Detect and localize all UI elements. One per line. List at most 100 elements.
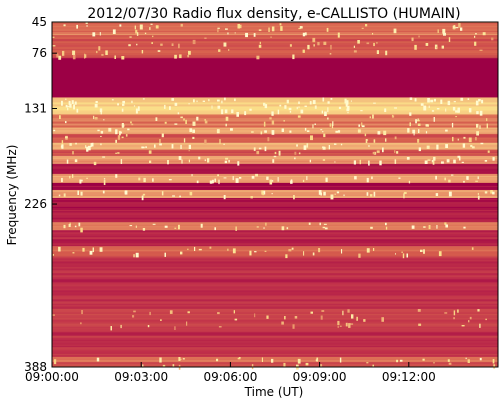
flux-speck [319, 364, 323, 368]
flux-speck [447, 359, 450, 362]
flux-speck [100, 109, 102, 115]
flux-speck [154, 144, 156, 148]
spectrum-row [52, 306, 498, 309]
flux-speck [192, 129, 195, 133]
spectrum-row [52, 179, 498, 183]
flux-speck [53, 359, 57, 365]
spectrum-row [52, 175, 498, 178]
flux-speck [425, 131, 428, 134]
flux-speck [448, 362, 452, 365]
spectrum-row [52, 344, 498, 347]
spectrum-row [52, 265, 498, 268]
spectrum-row [52, 199, 498, 201]
spectrum-row [52, 74, 498, 77]
spectrum-row [52, 283, 498, 285]
flux-speck [334, 161, 336, 163]
flux-speck [334, 143, 337, 145]
flux-speck [417, 309, 421, 312]
y-axis-label: Frequency (MHz) [5, 145, 19, 246]
flux-speck [329, 123, 332, 127]
flux-speck [237, 357, 241, 360]
flux-speck [377, 131, 381, 135]
flux-speck [187, 248, 189, 250]
flux-speck [172, 195, 175, 197]
flux-speck [309, 101, 312, 105]
spectrum-row [52, 138, 498, 142]
flux-speck [188, 103, 190, 105]
flux-speck [441, 45, 444, 49]
flux-speck [406, 157, 410, 160]
flux-speck [409, 112, 412, 116]
spectrum-row [52, 273, 498, 275]
flux-speck [65, 136, 68, 139]
spectrum-row [52, 219, 498, 221]
flux-speck [216, 129, 220, 134]
flux-speck [65, 121, 67, 124]
spectrum-row [52, 149, 498, 153]
spectrum-row [52, 229, 498, 231]
flux-speck [337, 320, 340, 325]
spectrum-row [52, 85, 498, 88]
flux-speck [308, 222, 311, 225]
flux-speck [428, 105, 430, 108]
flux-speck [296, 106, 298, 110]
flux-speck [448, 191, 452, 197]
spectrum-row [52, 239, 498, 242]
flux-speck [58, 194, 61, 197]
flux-speck [264, 104, 268, 109]
chart-title: 2012/07/30 Radio flux density, e-CALLIST… [87, 6, 460, 22]
flux-speck [159, 357, 162, 363]
spectrum-row [52, 58, 498, 60]
flux-speck [192, 121, 196, 126]
flux-speck [423, 226, 426, 228]
spectrum-row [52, 57, 498, 59]
flux-speck [217, 27, 220, 29]
flux-speck [328, 145, 330, 150]
flux-speck [100, 130, 104, 134]
flux-speck [376, 50, 379, 54]
spectrum-row [52, 121, 498, 123]
flux-speck [309, 159, 311, 163]
flux-speck [168, 179, 172, 181]
y-tick-label: 45 [32, 15, 47, 29]
flux-speck [228, 49, 230, 51]
flux-speck [232, 176, 234, 181]
flux-speck [133, 310, 136, 313]
flux-speck [99, 32, 101, 36]
flux-speck [353, 160, 356, 165]
flux-speck [142, 228, 146, 231]
spectrum-row [52, 299, 498, 302]
flux-speck [369, 116, 371, 119]
flux-speck [304, 127, 307, 131]
flux-speck [225, 157, 229, 160]
flux-speck [370, 226, 373, 229]
flux-speck [492, 359, 495, 364]
flux-speck [420, 249, 423, 252]
spectrum-row [52, 358, 498, 361]
spectrum-row [52, 280, 498, 283]
flux-speck [251, 175, 255, 179]
flux-speck [86, 25, 88, 27]
spectrum-row [52, 272, 498, 274]
spectrum-row [52, 347, 498, 350]
flux-speck [365, 139, 368, 143]
flux-speck [345, 322, 348, 327]
spectrum-row [52, 243, 498, 246]
flux-speck [286, 227, 289, 230]
flux-speck [400, 359, 403, 362]
x-axis: 09:00:00 09:03:00 09:06:00 09:09:00 09:12:00 [25, 362, 436, 384]
flux-speck [179, 195, 181, 198]
flux-speck [395, 253, 396, 255]
flux-speck [334, 193, 336, 195]
spectrum-row [52, 317, 498, 321]
flux-speck [294, 151, 297, 155]
flux-speck [394, 136, 397, 140]
flux-speck [339, 325, 342, 327]
spectrum-row [52, 255, 498, 257]
flux-speck [150, 23, 153, 25]
flux-speck [152, 178, 154, 182]
spectrum-row [52, 350, 498, 354]
spectrum-row [52, 268, 498, 271]
flux-speck [115, 152, 117, 154]
spectrum-row [52, 141, 498, 144]
